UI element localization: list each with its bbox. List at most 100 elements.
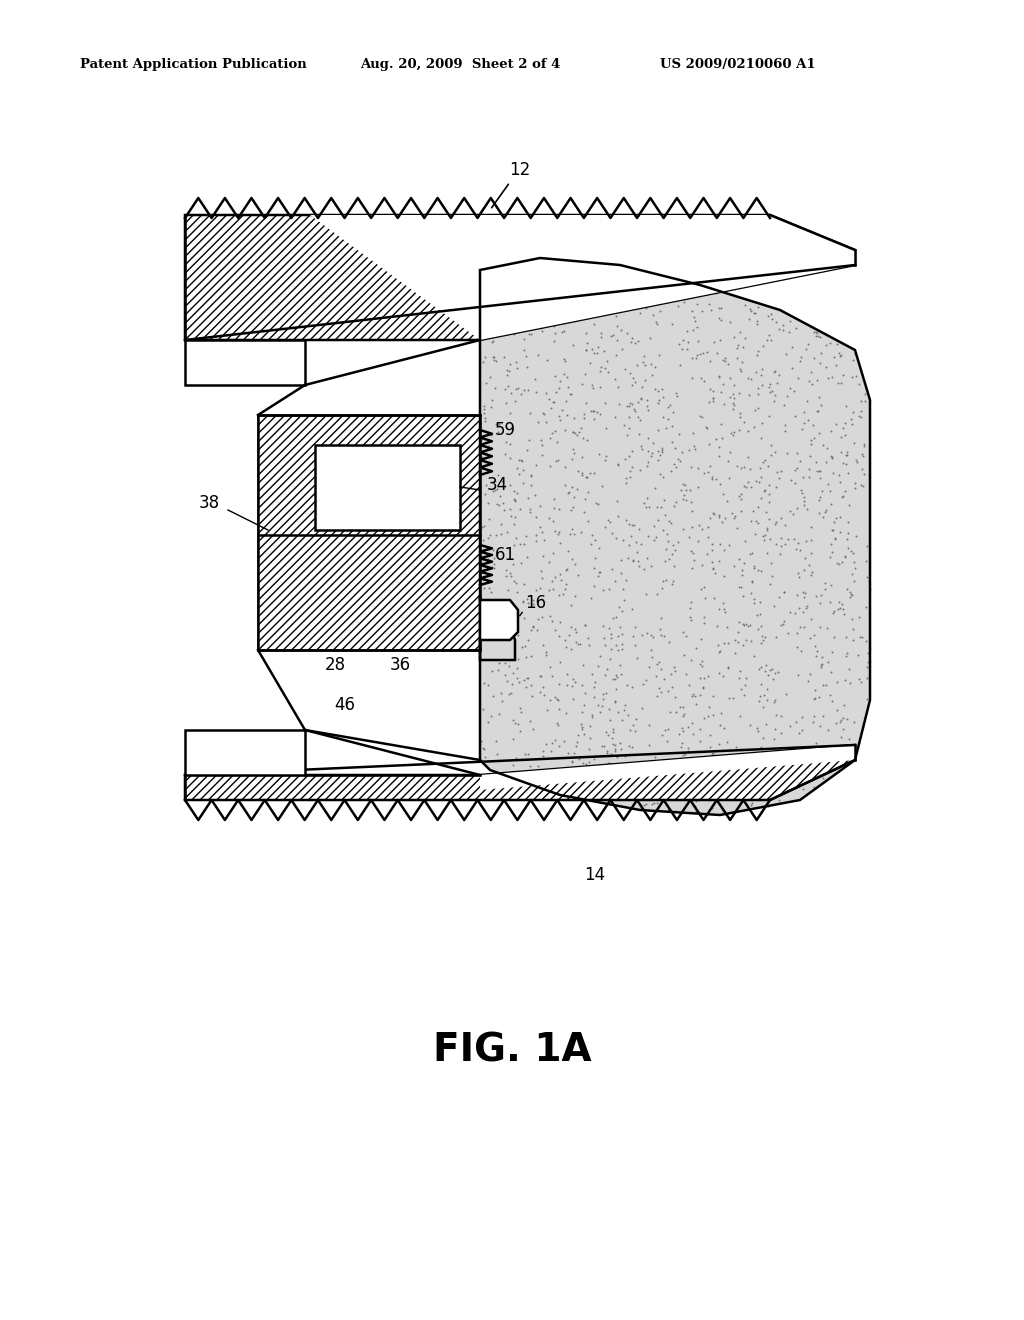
Point	[477, 298, 494, 319]
Point	[764, 309, 780, 330]
Point	[580, 510, 596, 531]
Point	[622, 719, 638, 741]
Point	[640, 400, 656, 421]
Point	[534, 273, 550, 294]
Point	[782, 500, 799, 521]
Point	[577, 488, 593, 510]
Point	[512, 701, 528, 722]
Point	[587, 548, 603, 569]
Point	[520, 667, 537, 688]
Point	[527, 454, 544, 475]
Point	[712, 550, 728, 572]
Point	[761, 405, 777, 426]
Point	[610, 454, 627, 475]
Point	[808, 585, 824, 606]
Point	[787, 711, 804, 733]
Point	[534, 587, 550, 609]
Point	[663, 395, 679, 416]
Point	[552, 532, 568, 553]
Point	[720, 535, 736, 556]
Point	[848, 525, 864, 546]
Point	[547, 566, 563, 587]
Point	[784, 504, 801, 525]
Point	[773, 461, 790, 482]
Point	[558, 391, 574, 412]
Point	[749, 511, 765, 532]
Point	[765, 729, 781, 750]
Point	[840, 463, 856, 484]
Point	[732, 360, 749, 381]
Point	[501, 684, 517, 705]
Point	[741, 544, 758, 565]
Point	[480, 570, 497, 591]
Polygon shape	[315, 445, 460, 531]
Point	[649, 392, 666, 413]
Point	[717, 601, 733, 622]
Point	[575, 723, 592, 744]
Point	[650, 380, 667, 401]
Point	[681, 284, 697, 305]
Point	[664, 313, 680, 334]
Point	[755, 796, 771, 817]
Point	[705, 558, 721, 579]
Point	[713, 329, 729, 350]
Point	[861, 639, 878, 660]
Point	[670, 532, 686, 553]
Point	[648, 653, 665, 675]
Point	[744, 570, 761, 591]
Point	[803, 429, 819, 450]
Point	[556, 313, 572, 334]
Text: FIG. 1A: FIG. 1A	[433, 1031, 591, 1069]
Point	[700, 516, 717, 537]
Point	[826, 528, 843, 549]
Point	[712, 366, 728, 387]
Point	[484, 480, 501, 502]
Point	[612, 739, 629, 760]
Point	[630, 330, 646, 351]
Point	[546, 330, 562, 351]
Point	[544, 570, 560, 591]
Point	[605, 668, 622, 689]
Point	[538, 411, 554, 432]
Point	[630, 550, 646, 572]
Point	[544, 665, 560, 686]
Point	[794, 738, 810, 759]
Point	[736, 294, 753, 315]
Point	[610, 597, 627, 618]
Point	[705, 469, 721, 490]
Point	[485, 558, 502, 579]
Point	[638, 583, 654, 605]
Point	[531, 516, 548, 537]
Point	[810, 387, 826, 408]
Point	[659, 718, 676, 739]
Point	[599, 725, 615, 746]
Point	[696, 774, 713, 795]
Point	[627, 268, 643, 289]
Point	[720, 656, 736, 677]
Point	[564, 676, 581, 697]
Point	[579, 430, 595, 451]
Point	[826, 601, 843, 622]
Point	[838, 444, 854, 465]
Point	[767, 689, 783, 710]
Point	[732, 678, 749, 700]
Point	[750, 341, 766, 362]
Point	[627, 400, 643, 421]
Point	[660, 762, 677, 783]
Point	[716, 599, 732, 620]
Point	[731, 484, 748, 506]
Point	[835, 453, 851, 474]
Point	[683, 457, 699, 478]
Point	[608, 528, 625, 549]
Point	[648, 525, 665, 546]
Point	[831, 346, 848, 367]
Point	[624, 393, 640, 414]
Point	[574, 465, 591, 486]
Point	[803, 743, 819, 764]
Point	[625, 367, 641, 388]
Point	[790, 585, 806, 606]
Point	[644, 793, 660, 814]
Point	[713, 777, 729, 799]
Point	[711, 599, 727, 620]
Point	[477, 263, 494, 284]
